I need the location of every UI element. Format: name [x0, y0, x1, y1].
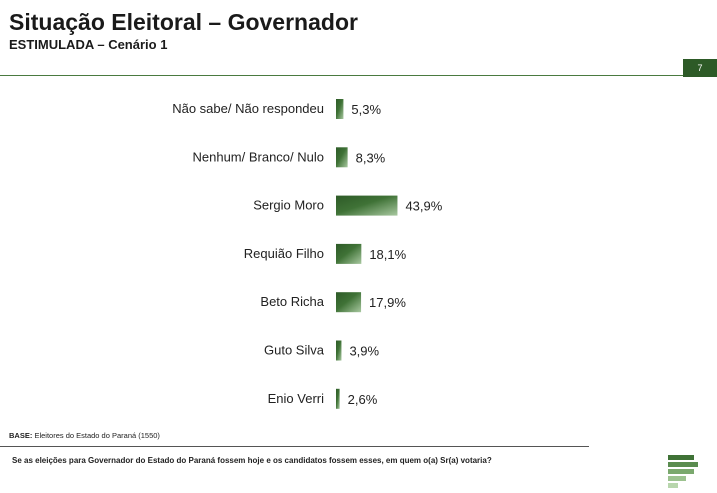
category-label: Beto Richa	[260, 294, 324, 309]
bar	[336, 292, 362, 313]
category-label: Nenhum/ Branco/ Nulo	[192, 149, 324, 164]
brand-logo	[668, 455, 698, 488]
bar-chart: Não sabe/ Não respondeu 5,3% Nenhum/ Branc…	[172, 99, 443, 409]
bar	[336, 147, 348, 168]
value-label: 43,9%	[405, 199, 442, 214]
category-label: Guto Silva	[264, 343, 325, 358]
value-label: 5,3%	[351, 102, 381, 117]
page-number: 7	[683, 59, 717, 77]
base-text: Eleitores do Estado do Paraná (1550)	[34, 431, 160, 440]
category-label: Sergio Moro	[253, 198, 324, 213]
bar	[336, 99, 344, 119]
header-divider	[0, 75, 683, 76]
value-label: 17,9%	[369, 295, 406, 310]
value-label: 2,6%	[348, 392, 378, 407]
bar	[336, 388, 340, 409]
category-label: Enio Verri	[268, 391, 324, 406]
bar	[336, 195, 398, 216]
category-label: Requião Filho	[244, 246, 324, 261]
bar	[336, 243, 362, 264]
bar	[336, 340, 342, 361]
base-label: BASE:	[9, 431, 33, 440]
category-label: Não sabe/ Não respondeu	[172, 101, 324, 116]
value-label: 3,9%	[349, 344, 379, 359]
page-title: Situação Eleitoral – Governador	[9, 9, 358, 35]
base-note: BASE: Eleitores do Estado do Paraná (155…	[9, 431, 160, 440]
survey-question: Se as eleições para Governador do Estado…	[12, 456, 492, 465]
page-subtitle: ESTIMULADA – Cenário 1	[9, 37, 168, 52]
footer-divider	[0, 446, 589, 447]
bars-layer: Não sabe/ Não respondeu 5,3% Nenhum/ Branc…	[172, 99, 443, 409]
value-label: 18,1%	[369, 247, 406, 262]
value-label: 8,3%	[356, 150, 386, 165]
